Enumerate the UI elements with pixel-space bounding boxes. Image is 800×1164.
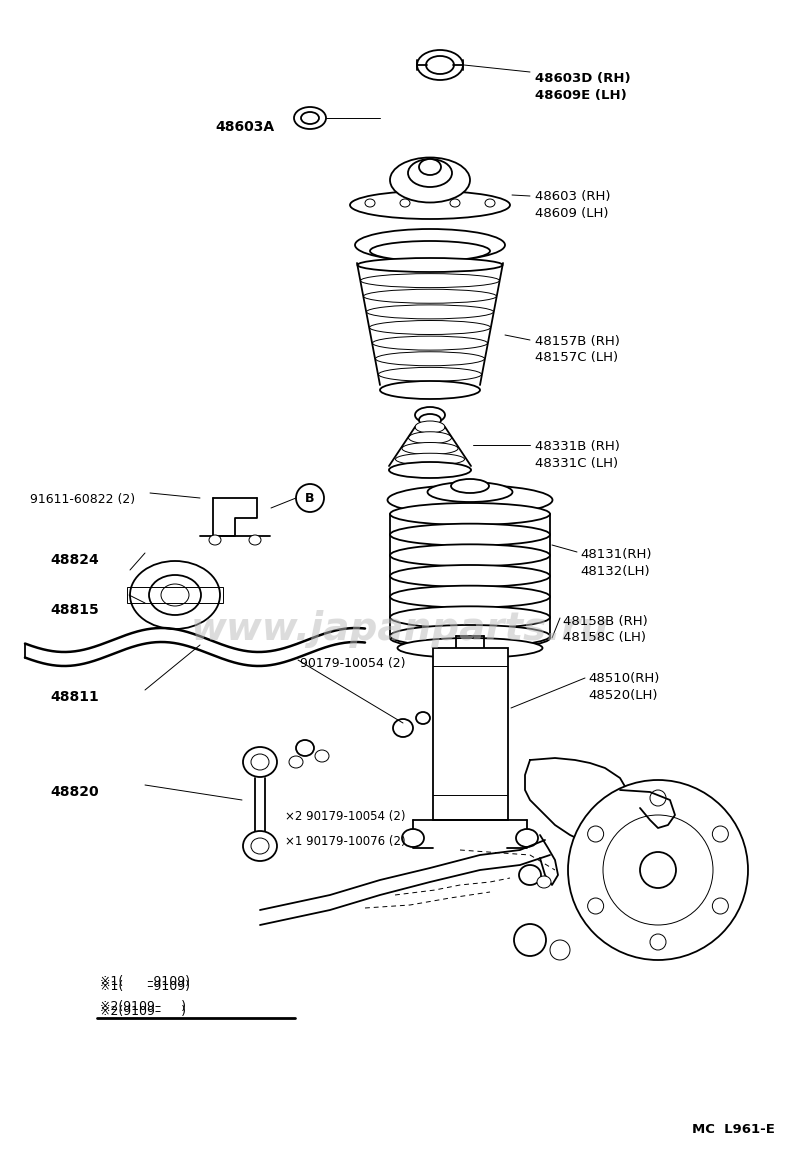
Ellipse shape: [588, 826, 604, 842]
Text: ※2(9109–     ): ※2(9109– ): [100, 1005, 186, 1018]
Ellipse shape: [315, 750, 329, 762]
Ellipse shape: [537, 876, 551, 888]
Ellipse shape: [375, 352, 485, 365]
Text: 48158B (RH)
48158C (LH): 48158B (RH) 48158C (LH): [563, 615, 648, 645]
Ellipse shape: [289, 755, 303, 768]
Ellipse shape: [251, 754, 269, 771]
Text: ※2(9109–     ): ※2(9109– ): [100, 1000, 186, 1013]
Text: ×1 90179-10076 (2): ×1 90179-10076 (2): [285, 835, 406, 849]
Ellipse shape: [373, 336, 487, 350]
Text: www.japanparts.ru: www.japanparts.ru: [191, 610, 609, 647]
Ellipse shape: [514, 924, 546, 956]
Ellipse shape: [294, 107, 326, 129]
Ellipse shape: [603, 815, 713, 925]
Ellipse shape: [519, 865, 541, 885]
Ellipse shape: [408, 159, 452, 187]
Ellipse shape: [550, 941, 570, 960]
Ellipse shape: [249, 535, 261, 545]
Ellipse shape: [588, 897, 604, 914]
Ellipse shape: [366, 305, 494, 319]
Ellipse shape: [380, 381, 480, 399]
Text: ×2 90179-10054 (2): ×2 90179-10054 (2): [285, 810, 406, 823]
Ellipse shape: [650, 790, 666, 805]
Ellipse shape: [365, 199, 375, 207]
Ellipse shape: [389, 464, 471, 476]
Text: 48603A: 48603A: [215, 120, 274, 134]
Ellipse shape: [390, 627, 550, 650]
Ellipse shape: [296, 484, 324, 512]
Ellipse shape: [395, 453, 465, 466]
Text: ※1(      –9109): ※1( –9109): [100, 975, 190, 988]
Text: 48603D (RH)
48609E (LH): 48603D (RH) 48609E (LH): [535, 72, 630, 101]
Ellipse shape: [485, 199, 495, 207]
Text: 48824: 48824: [50, 553, 98, 567]
Ellipse shape: [416, 712, 430, 724]
Ellipse shape: [243, 831, 277, 861]
Text: 48157B (RH)
48157C (LH): 48157B (RH) 48157C (LH): [535, 335, 620, 364]
Ellipse shape: [358, 258, 502, 272]
Ellipse shape: [130, 561, 220, 629]
Ellipse shape: [251, 838, 269, 854]
Text: 48811: 48811: [50, 690, 98, 704]
Ellipse shape: [363, 289, 497, 304]
Ellipse shape: [390, 585, 550, 608]
Bar: [433, 648, 508, 819]
Ellipse shape: [568, 780, 748, 960]
Ellipse shape: [419, 414, 441, 426]
Text: 48131(RH)
48132(LH): 48131(RH) 48132(LH): [580, 548, 651, 577]
Ellipse shape: [516, 829, 538, 847]
Ellipse shape: [243, 747, 277, 778]
Text: ※1(      –9109): ※1( –9109): [100, 980, 190, 993]
Text: 48820: 48820: [50, 785, 98, 799]
Ellipse shape: [370, 320, 490, 334]
Text: 48510(RH)
48520(LH): 48510(RH) 48520(LH): [588, 672, 659, 702]
Ellipse shape: [149, 575, 201, 615]
Text: 48331B (RH)
48331C (LH): 48331B (RH) 48331C (LH): [535, 440, 620, 469]
Ellipse shape: [417, 50, 463, 80]
Text: B: B: [306, 491, 314, 504]
Ellipse shape: [355, 229, 505, 261]
Ellipse shape: [415, 421, 445, 433]
Ellipse shape: [426, 56, 454, 74]
Ellipse shape: [301, 112, 319, 125]
Ellipse shape: [378, 368, 482, 382]
Text: 48603 (RH)
48609 (LH): 48603 (RH) 48609 (LH): [535, 190, 610, 220]
Ellipse shape: [390, 524, 550, 546]
Ellipse shape: [350, 191, 510, 219]
Bar: [127, 587, 223, 603]
Ellipse shape: [361, 274, 499, 288]
Ellipse shape: [390, 545, 550, 567]
Ellipse shape: [390, 157, 470, 203]
Ellipse shape: [390, 606, 550, 629]
Text: 91611-60822 (2): 91611-60822 (2): [30, 494, 135, 506]
Ellipse shape: [161, 584, 189, 606]
Ellipse shape: [409, 432, 451, 443]
Ellipse shape: [387, 485, 553, 514]
Ellipse shape: [712, 826, 728, 842]
Ellipse shape: [393, 719, 413, 737]
Ellipse shape: [382, 383, 478, 397]
Ellipse shape: [650, 934, 666, 950]
Ellipse shape: [209, 535, 221, 545]
Ellipse shape: [398, 638, 542, 658]
Text: 48815: 48815: [50, 603, 98, 617]
Text: 90179-10054 (2): 90179-10054 (2): [300, 656, 406, 670]
Ellipse shape: [296, 740, 314, 755]
Ellipse shape: [712, 897, 728, 914]
Ellipse shape: [450, 199, 460, 207]
Ellipse shape: [370, 241, 490, 261]
Ellipse shape: [402, 442, 458, 454]
Ellipse shape: [427, 482, 513, 502]
Ellipse shape: [390, 565, 550, 587]
Ellipse shape: [402, 829, 424, 847]
Ellipse shape: [390, 503, 550, 525]
Ellipse shape: [415, 407, 445, 423]
Ellipse shape: [419, 159, 441, 175]
Ellipse shape: [389, 462, 471, 478]
Ellipse shape: [390, 625, 550, 647]
Ellipse shape: [640, 852, 676, 888]
Ellipse shape: [400, 199, 410, 207]
Ellipse shape: [451, 480, 489, 494]
Text: MC  L961-E: MC L961-E: [692, 1123, 775, 1136]
